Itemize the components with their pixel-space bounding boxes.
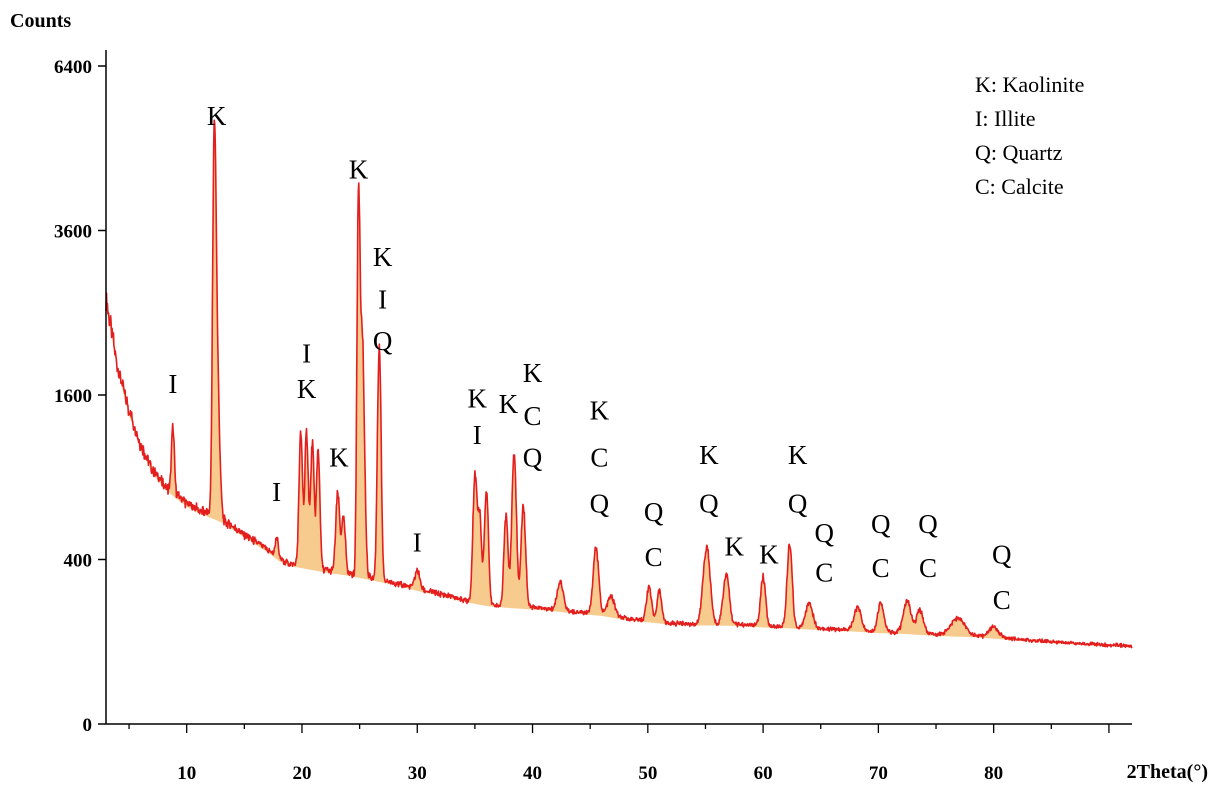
peak-label: Q xyxy=(918,509,938,539)
x-tick-label: 10 xyxy=(177,763,196,784)
peak-label: K xyxy=(207,101,227,131)
peak-label: Q xyxy=(373,326,393,356)
peak-label: C xyxy=(524,401,542,431)
peak-label: K xyxy=(467,384,487,414)
peak-label: Q xyxy=(523,443,543,473)
peak-label: C xyxy=(815,558,833,588)
peak-label: I xyxy=(168,369,177,399)
series-line xyxy=(105,119,1133,649)
diffraction-series xyxy=(105,119,1133,649)
x-tick-label: 30 xyxy=(408,763,427,784)
peak-label: C xyxy=(993,585,1011,615)
peak-label: K xyxy=(590,396,610,426)
x-tick-label: 50 xyxy=(638,763,657,784)
peak-label: Q xyxy=(644,497,664,527)
peak-label: I xyxy=(272,477,281,507)
x-ticks: 10 20 30 40 50 60 70 80 xyxy=(128,724,1110,784)
peak-fill xyxy=(106,120,1132,648)
peak-label: Q xyxy=(992,540,1012,570)
peak-label: I xyxy=(378,285,387,315)
peak-label: K xyxy=(523,358,543,388)
y-axis-label: Counts xyxy=(10,10,71,32)
peak-label: K xyxy=(788,440,808,470)
peak-label: C xyxy=(645,542,663,572)
peak-label: Q xyxy=(590,489,610,519)
peak-label: K xyxy=(725,531,745,561)
peak-label: K xyxy=(373,242,393,272)
peak-label: Q xyxy=(871,509,891,539)
peak-label: K xyxy=(759,540,779,570)
x-tick-label: 60 xyxy=(754,763,773,784)
y-ticks: 0 400 1600 3600 6400 xyxy=(54,57,106,736)
x-axis-label: 2Theta(°) xyxy=(1127,761,1208,783)
peak-label: K xyxy=(699,440,719,470)
peak-label: K xyxy=(329,443,349,473)
x-tick-label: 20 xyxy=(292,763,311,784)
y-tick-label: 6400 xyxy=(54,57,92,78)
legend: K: Kaolinite I: Illite Q: Quartz C: Calcite xyxy=(975,72,1084,199)
peak-label: C xyxy=(919,553,937,583)
peak-label: K xyxy=(297,374,317,404)
peak-label: Q xyxy=(814,518,834,548)
peak-label: Q xyxy=(788,489,808,519)
peak-label: I xyxy=(302,339,311,369)
peak-label: I xyxy=(473,420,482,450)
axes xyxy=(105,50,1132,725)
legend-entry: Q: Quartz xyxy=(975,140,1063,165)
peak-label: I xyxy=(413,527,422,557)
peak-label: C xyxy=(590,443,608,473)
peak-label: Q xyxy=(699,489,719,519)
y-tick-label: 0 xyxy=(83,715,93,736)
x-tick-label: 80 xyxy=(984,763,1003,784)
y-tick-label: 400 xyxy=(64,551,93,572)
peak-label: C xyxy=(872,553,890,583)
y-tick-label: 3600 xyxy=(54,222,92,243)
x-tick-label: 40 xyxy=(523,763,542,784)
legend-entry: I: Illite xyxy=(975,106,1035,131)
peak-label: K xyxy=(349,154,369,184)
legend-entry: K: Kaolinite xyxy=(975,72,1084,97)
legend-entry: C: Calcite xyxy=(975,174,1064,199)
y-tick-label: 1600 xyxy=(54,386,92,407)
peak-label: K xyxy=(499,389,519,419)
x-tick-label: 70 xyxy=(869,763,888,784)
